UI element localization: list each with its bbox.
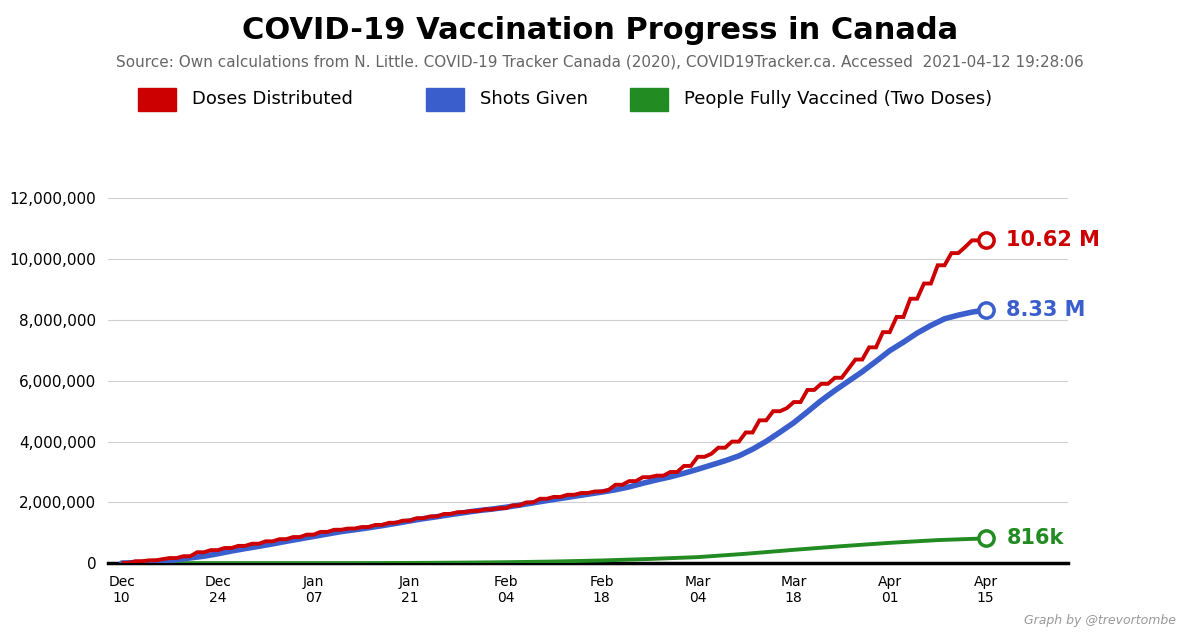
Text: People Fully Vaccined (Two Doses): People Fully Vaccined (Two Doses) [684,90,992,108]
Text: 10.62 M: 10.62 M [1007,230,1100,250]
Text: Doses Distributed: Doses Distributed [192,90,353,108]
Text: Shots Given: Shots Given [480,90,588,108]
Y-axis label: Delivered Doses: Delivered Doses [0,307,2,454]
Text: Source: Own calculations from N. Little. COVID-19 Tracker Canada (2020), COVID19: Source: Own calculations from N. Little.… [116,54,1084,69]
Text: Graph by @trevortombe: Graph by @trevortombe [1024,614,1176,627]
Text: 8.33 M: 8.33 M [1007,300,1086,320]
Text: 816k: 816k [1007,529,1063,548]
Text: COVID-19 Vaccination Progress in Canada: COVID-19 Vaccination Progress in Canada [242,16,958,45]
